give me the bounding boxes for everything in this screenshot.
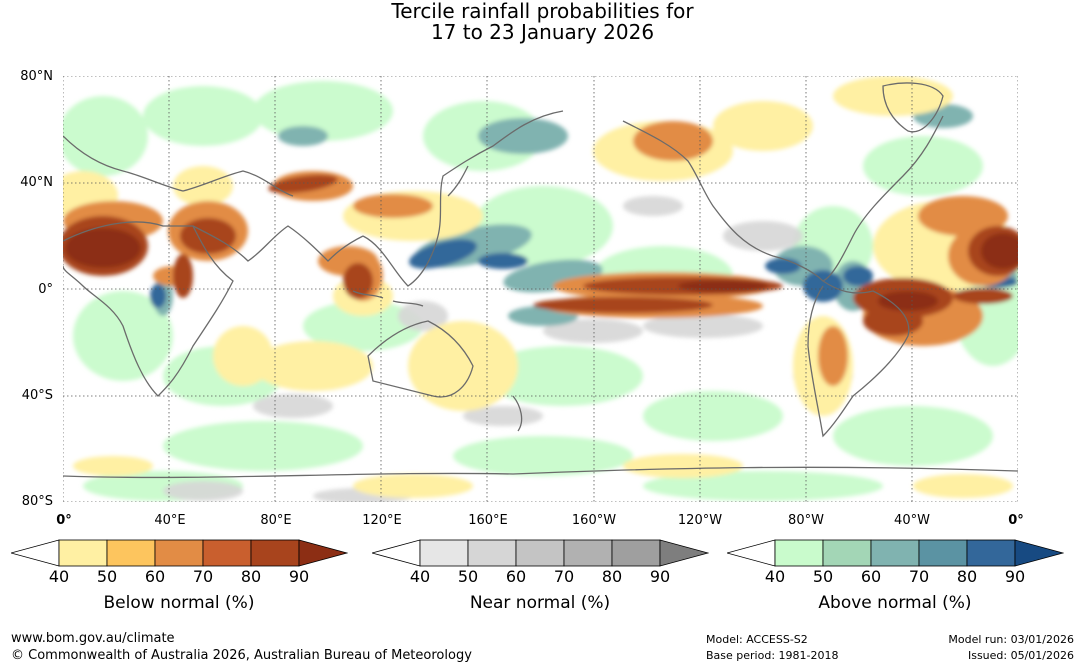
below-normal-90-regions [65, 228, 1018, 311]
above-normal-legend-title: Above normal (%) [818, 593, 972, 613]
lat-label-40n: 40°N [20, 175, 53, 190]
colorbar-tick-label: 90 [649, 567, 671, 586]
lon-label-40w: 40°W [894, 513, 930, 528]
colorbar-tick-label: 50 [96, 567, 118, 586]
colorbar-tick-label: 60 [505, 567, 527, 586]
colorbar-svg [372, 539, 709, 567]
lon-label-160w: 160°W [571, 513, 617, 528]
colorbar-tick-label: 40 [409, 567, 431, 586]
lon-label-0-left: 0° [56, 513, 72, 528]
colorbar-segment-60-70 [870, 539, 920, 567]
colorbar-segment-50-60 [822, 539, 872, 567]
colorbar-tick-label: 80 [601, 567, 623, 586]
colorbar-segment-50-60 [467, 539, 517, 567]
map-title-line-2: 17 to 23 January 2026 [430, 20, 655, 44]
lon-label-80e: 80°E [260, 513, 292, 528]
map-title-line-1: Tercile rainfall probabilities for [391, 0, 694, 23]
colorbar-svg [11, 539, 348, 567]
colorbar-lower-extension [11, 539, 60, 567]
model-name: Model: ACCESS-S2 [706, 633, 808, 646]
colorbar-upper-extension [659, 539, 709, 567]
colorbar-segment-80-90 [966, 539, 1016, 567]
lon-label-40e: 40°E [154, 513, 186, 528]
lat-label-80n: 80°N [20, 69, 53, 84]
lon-label-0-right: 0° [1008, 513, 1024, 528]
colorbar-upper-extension [1014, 539, 1064, 567]
website-link[interactable]: www.bom.gov.au/climate [11, 631, 175, 646]
lon-label-80w: 80°W [788, 513, 824, 528]
colorbar-segment-80-90 [611, 539, 661, 567]
rainfall-probability-map [63, 76, 1018, 502]
lat-label-equator: 0° [38, 282, 53, 297]
colorbar-upper-extension [298, 539, 348, 567]
colorbar-segment-40-50 [419, 539, 469, 567]
colorbar-lower-extension [372, 539, 421, 567]
model-run-date: Model run: 03/01/2026 [948, 633, 1074, 646]
colorbar-segment-70-80 [918, 539, 968, 567]
lat-label-40s: 40°S [21, 388, 53, 403]
colorbar-tick-label: 90 [288, 567, 310, 586]
colorbar-tick-label: 70 [908, 567, 930, 586]
colorbar-tick-label: 60 [860, 567, 882, 586]
colorbar-segment-50-60 [106, 539, 156, 567]
lat-label-80s: 80°S [21, 494, 53, 509]
near-normal-colorbar [372, 539, 709, 569]
lon-label-120e: 120°E [362, 513, 402, 528]
below-normal-colorbar [11, 539, 348, 569]
lon-label-120w: 120°W [677, 513, 723, 528]
below-normal-legend-title: Below normal (%) [103, 593, 255, 613]
colorbar-tick-label: 40 [48, 567, 70, 586]
lon-label-160e: 160°E [468, 513, 508, 528]
coastlines [63, 82, 1018, 479]
copyright-text: © Commonwealth of Australia 2026, Austra… [11, 648, 472, 663]
colorbar-segment-40-50 [58, 539, 108, 567]
colorbar-segment-70-80 [202, 539, 252, 567]
colorbar-tick-label: 60 [144, 567, 166, 586]
colorbar-segment-40-50 [774, 539, 824, 567]
issued-date: Issued: 05/01/2026 [967, 649, 1074, 662]
colorbar-tick-label: 80 [240, 567, 262, 586]
colorbar-tick-label: 80 [956, 567, 978, 586]
colorbar-tick-label: 50 [457, 567, 479, 586]
near-normal-legend-title: Near normal (%) [469, 593, 611, 613]
colorbar-tick-label: 40 [764, 567, 786, 586]
colorbar-tick-label: 90 [1004, 567, 1026, 586]
base-period: Base period: 1981-2018 [706, 649, 839, 662]
graticule [63, 76, 1018, 502]
colorbar-segment-60-70 [154, 539, 204, 567]
colorbar-tick-label: 70 [553, 567, 575, 586]
colorbar-segment-60-70 [515, 539, 565, 567]
colorbar-segment-80-90 [250, 539, 300, 567]
above-normal-colorbar [727, 539, 1064, 569]
colorbar-svg [727, 539, 1064, 567]
colorbar-tick-label: 70 [192, 567, 214, 586]
colorbar-segment-70-80 [563, 539, 613, 567]
colorbar-tick-label: 50 [812, 567, 834, 586]
colorbar-lower-extension [727, 539, 776, 567]
